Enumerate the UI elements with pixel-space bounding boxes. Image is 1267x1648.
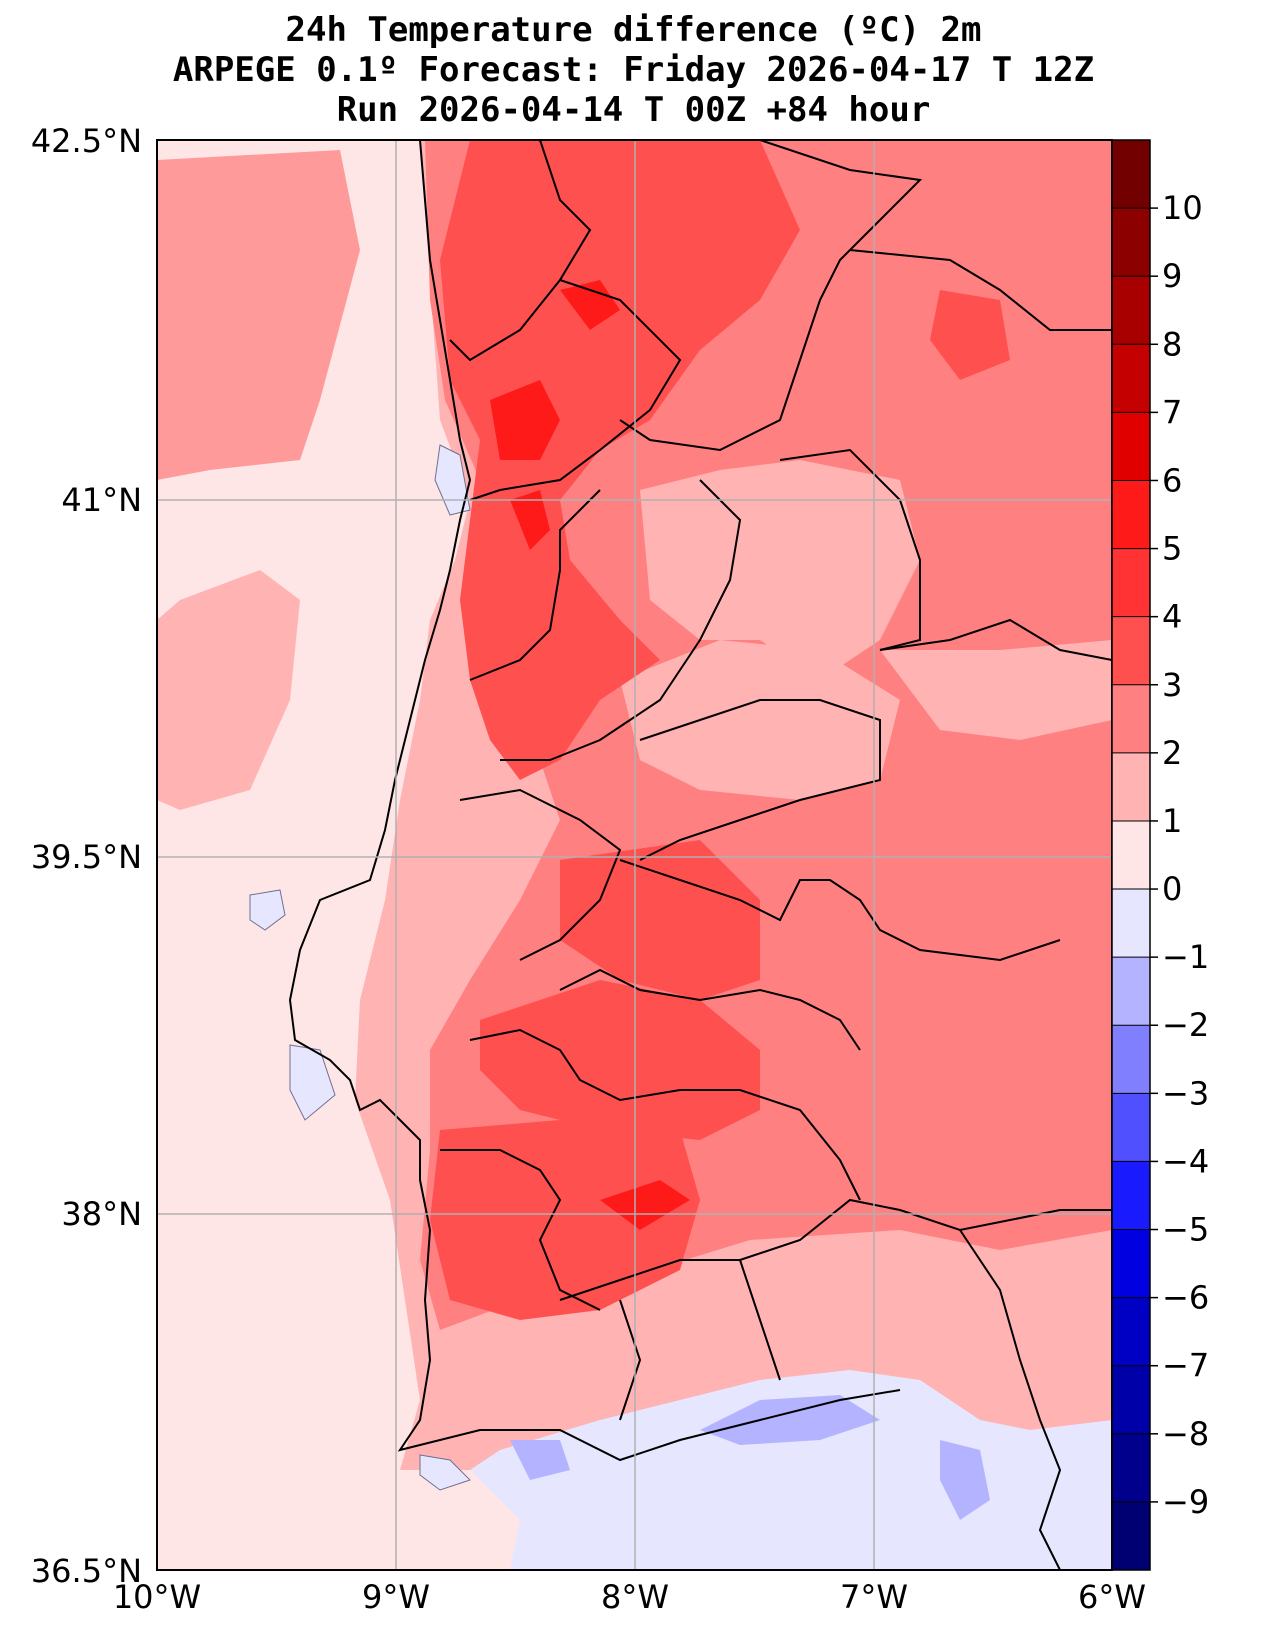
lon-axis: 10°W 9°W 8°W 7°W 6°W xyxy=(113,1578,1146,1616)
colorbar-tick-label: −4 xyxy=(1162,1142,1209,1180)
colorbar-tick-label: −2 xyxy=(1162,1006,1209,1044)
band-minus-2-1-c xyxy=(940,1440,990,1520)
colorbar-tick-label: −5 xyxy=(1162,1211,1209,1249)
colorbar-segment xyxy=(1112,1025,1150,1094)
colorbar-tick-label: 4 xyxy=(1162,598,1182,636)
blue-patch-sw xyxy=(419,1454,471,1491)
colorbar-segment xyxy=(1112,1093,1150,1162)
map-panel xyxy=(157,140,1112,1570)
colorbar-segment xyxy=(1112,1229,1150,1299)
colorbar-segment xyxy=(1112,957,1150,1026)
colorbar-segment xyxy=(1112,480,1150,550)
inland-patch-1 xyxy=(640,460,920,680)
band-3-4-north xyxy=(440,140,800,780)
colorbar-tick-label: 6 xyxy=(1162,461,1182,499)
colorbar-segment xyxy=(1112,820,1150,890)
colorbar-segment xyxy=(1112,412,1150,481)
band-3-4-alentejo xyxy=(430,1120,700,1320)
lat-tick-label: 39.5°N xyxy=(31,838,142,876)
colorbar-tick-label: −8 xyxy=(1162,1415,1209,1453)
colorbar-tick-label: −3 xyxy=(1162,1074,1209,1112)
title-line-3: Run 2026-04-14 T 00Z +84 hour xyxy=(336,90,931,130)
offshore-band-1-2 xyxy=(157,150,360,480)
colorbar-frame xyxy=(1111,139,1151,1571)
colorbar-tick-label: 7 xyxy=(1162,393,1182,431)
band-minus-2-1-b xyxy=(510,1440,570,1480)
inland-patch-3 xyxy=(880,640,1112,740)
colorbar-segment xyxy=(1112,889,1150,958)
coastline xyxy=(288,140,901,1462)
band-4-5-spot-3 xyxy=(560,280,620,330)
lon-tick-label: 8°W xyxy=(601,1578,669,1616)
district-borders xyxy=(440,140,1112,1570)
colorbar-segment xyxy=(1112,140,1150,209)
colorbar-tick-label: 5 xyxy=(1162,530,1182,568)
band-4-5-spot-1 xyxy=(490,380,560,460)
lat-tick-label: 36.5°N xyxy=(31,1552,142,1590)
colorbar-segment xyxy=(1112,1365,1150,1435)
colorbar-segment xyxy=(1112,616,1150,686)
colorbar-tick-label: −6 xyxy=(1162,1279,1209,1317)
colorbar-segment xyxy=(1112,344,1150,413)
lat-axis: 42.5°N 41°N 39.5°N 38°N 36.5°N xyxy=(31,122,142,1590)
colorbar-tick-label: 9 xyxy=(1162,257,1182,295)
colorbar-tick-label: −7 xyxy=(1162,1347,1209,1385)
lon-tick-label: 6°W xyxy=(1078,1578,1146,1616)
colorbar-tick-label: 2 xyxy=(1162,734,1182,772)
colorbar-segment xyxy=(1112,208,1150,277)
colorbar-segment xyxy=(1112,1433,1150,1503)
title-line-1: 24h Temperature difference (ºC) 2m xyxy=(285,10,982,50)
lon-tick-label: 10°W xyxy=(113,1578,201,1616)
colorbar-tick-label: 0 xyxy=(1162,870,1182,908)
title-line-2: ARPEGE 0.1º Forecast: Friday 2026-04-17 … xyxy=(172,50,1095,90)
colorbar-tick-label: −1 xyxy=(1162,938,1209,976)
colorbar-tick-label: 3 xyxy=(1162,666,1182,704)
lat-tick-label: 38°N xyxy=(61,1195,142,1233)
colorbar-segment xyxy=(1112,1501,1150,1571)
colorbar-segment xyxy=(1112,684,1150,754)
colorbar-tick-label: 10 xyxy=(1162,189,1203,227)
colorbar-segment xyxy=(1112,1297,1150,1367)
offshore-band-west xyxy=(157,570,300,810)
band-3-4-south xyxy=(480,980,760,1140)
band-4-5-spot-4 xyxy=(600,1180,690,1230)
colorbar-segment xyxy=(1112,752,1150,822)
colorbar-tick-label: 1 xyxy=(1162,802,1182,840)
colorbar-segment xyxy=(1112,276,1150,345)
band-minus-1-0 xyxy=(470,1370,1112,1570)
lon-tick-label: 9°W xyxy=(362,1578,430,1616)
lat-tick-label: 42.5°N xyxy=(31,122,142,160)
band-4-5-spot-2 xyxy=(510,490,550,550)
colorbar-tick-label: 8 xyxy=(1162,325,1182,363)
blue-patch-north xyxy=(434,444,471,516)
blue-patch-cape xyxy=(249,889,286,931)
colorbar-segment xyxy=(1112,1161,1150,1231)
graticule xyxy=(157,140,1112,1570)
band-3-4-center xyxy=(560,840,760,1000)
inland-patch-2 xyxy=(620,640,900,800)
band-3-4-east xyxy=(930,290,1010,380)
colorbar-segment xyxy=(1112,548,1150,618)
lat-tick-label: 41°N xyxy=(61,481,142,519)
lon-tick-label: 7°W xyxy=(840,1578,908,1616)
colorbar-tick-label: −9 xyxy=(1162,1483,1209,1521)
blue-patch-lisbon xyxy=(289,1044,336,1121)
band-minus-2-1-a xyxy=(700,1395,880,1445)
